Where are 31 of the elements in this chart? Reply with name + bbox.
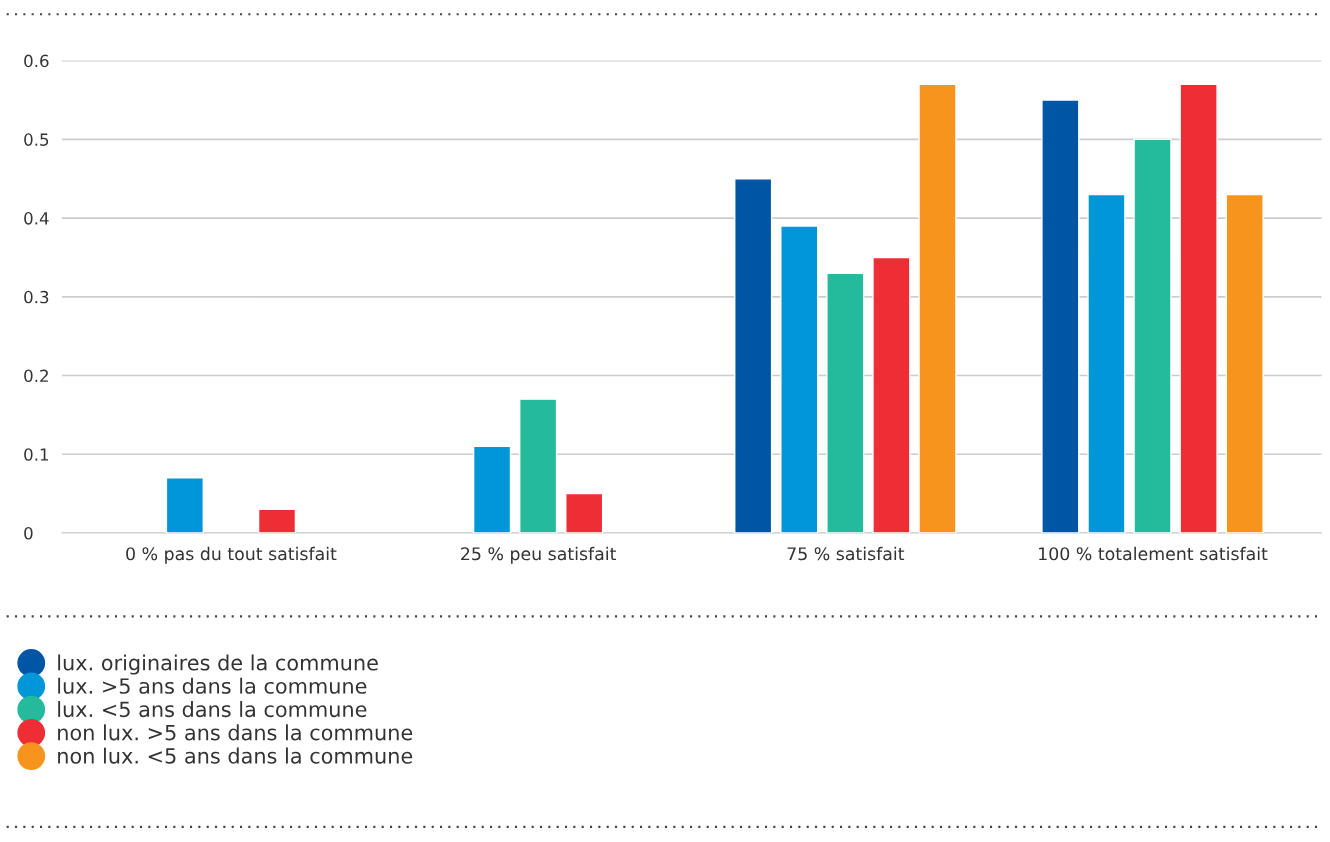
legend-label: lux. <5 ans dans la commune: [58, 701, 367, 718]
legend-label: lux. >5 ans dans la commune: [58, 677, 367, 694]
bar: [1133, 138, 1172, 533]
bar: [1179, 83, 1218, 533]
y-tick-label: 0.3: [24, 290, 49, 304]
bar: [165, 477, 204, 533]
y-tick-label: 0.4: [24, 212, 49, 225]
bar: [257, 508, 297, 533]
bar: [519, 398, 558, 533]
bar: [1041, 99, 1080, 533]
bar: [872, 256, 911, 533]
x-tick-label: 25 % peu satisfait: [461, 546, 617, 564]
y-tick-label: 0.1: [24, 448, 49, 461]
y-tick-label: 0.5: [24, 133, 49, 146]
x-tick-label: 0 % pas du tout satisfait: [126, 546, 337, 564]
legend-label: non lux. >5 ans dans la commune: [58, 724, 413, 741]
bar: [1087, 193, 1126, 533]
y-tick-label: 0.2: [24, 369, 48, 383]
legend-label: lux. originaires de la commune: [58, 654, 378, 675]
bar: [565, 492, 604, 533]
bar: [826, 272, 865, 533]
legend-label: non lux. <5 ans dans la commune: [58, 747, 413, 764]
bar: [472, 445, 512, 533]
x-tick-label: 100 % totalement satisfait: [1039, 546, 1268, 561]
x-tick-label: 75 % satisfait: [787, 546, 905, 561]
y-tick-label: 0.6: [24, 54, 49, 68]
bar: [734, 178, 773, 533]
bar: [1225, 193, 1264, 533]
bar: [918, 83, 957, 533]
y-tick-label: 0: [24, 526, 33, 540]
bar: [780, 225, 819, 533]
